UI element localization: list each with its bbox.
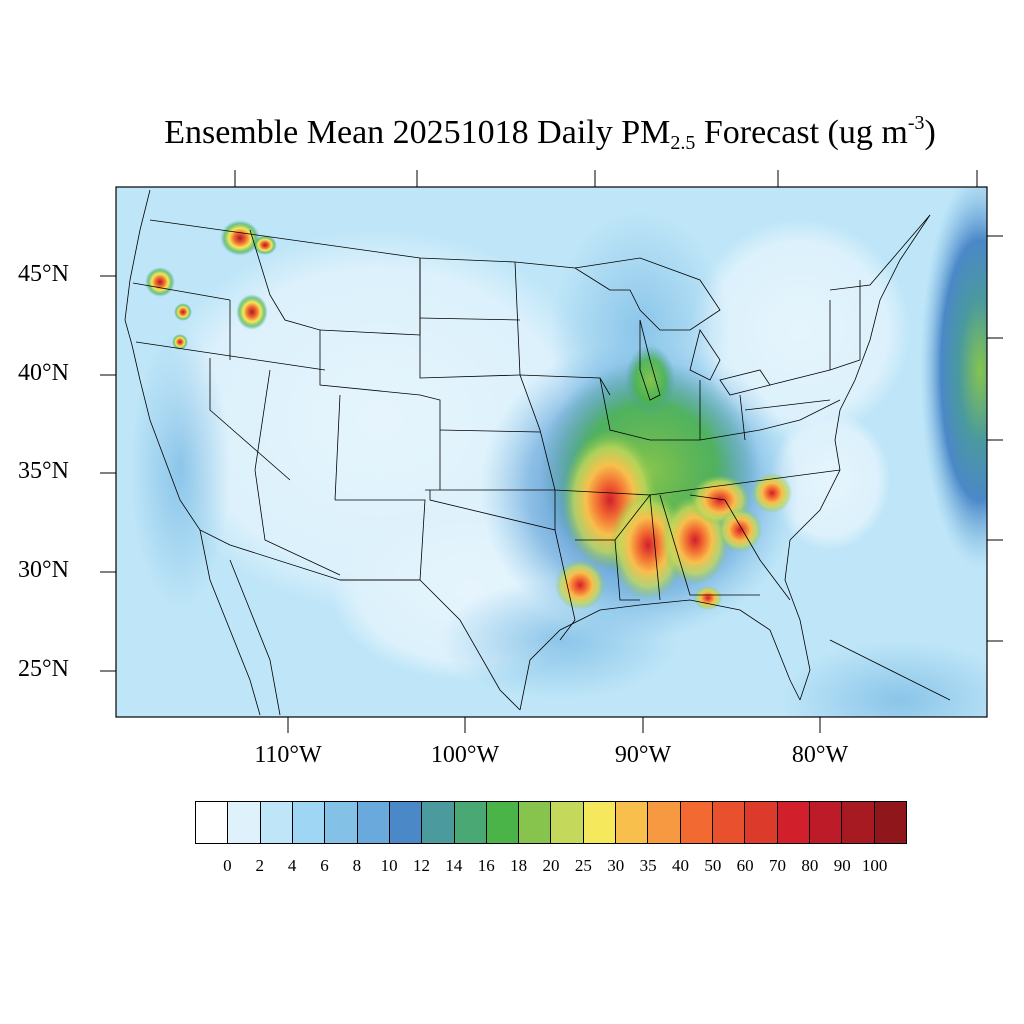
lat-label-35n: 35°N	[18, 458, 69, 484]
lon-label-80w: 80°W	[791, 742, 849, 768]
concentration-field	[116, 187, 987, 717]
colorbar-tick-label: 70	[769, 856, 787, 875]
lake-michigan	[639, 319, 661, 401]
title-subscript: 2.5	[670, 132, 696, 154]
colorbar-box	[616, 802, 649, 843]
colorbar-tick-label: 30	[607, 856, 625, 875]
lat-label-25n: 25°N	[18, 656, 69, 682]
colorbar-tick-label: 0	[223, 856, 232, 875]
atlantic-coastline	[784, 214, 931, 701]
colorbar-box	[842, 802, 875, 843]
colorbar-box	[389, 802, 423, 843]
colorbar-labels: 0 2 4 6 8 10 12 14 16 18 20 25 30 35 40 50 60 70 80 90 100	[195, 856, 907, 880]
colorbar-box	[196, 802, 229, 843]
colorbar-tick-label: 60	[736, 856, 754, 875]
colorbar-box	[680, 802, 713, 843]
title-superscript: -3	[907, 112, 925, 134]
colorbar-tick-label: 50	[704, 856, 722, 875]
colorbar-tick-label: 100	[861, 856, 888, 875]
colorbar-box	[648, 802, 681, 843]
colorbar-tick-label: 12	[413, 856, 431, 875]
colorbar-tick-label: 10	[380, 856, 398, 875]
colorbar-tick-label: 90	[833, 856, 851, 875]
title-middle: Forecast (ug m	[695, 114, 908, 151]
lat-label-45n: 45°N	[18, 261, 69, 287]
lon-label-110w: 110°W	[254, 742, 322, 768]
colorbar-tick-label: 35	[639, 856, 657, 875]
colorbar-box	[292, 802, 326, 843]
lake-huron	[689, 329, 721, 381]
colorbar-tick-label: 40	[671, 856, 689, 875]
lake-superior	[574, 257, 721, 331]
colorbar-tick-label: 25	[574, 856, 592, 875]
colorbar-tick-label: 8	[352, 856, 362, 875]
state-boundaries	[124, 189, 951, 716]
colorbar	[195, 801, 907, 844]
lon-label-90w: 90°W	[614, 742, 672, 768]
lat-label-30n: 30°N	[18, 557, 69, 583]
colorbar-box	[422, 802, 455, 843]
colorbar-tick-label: 4	[287, 856, 297, 875]
colorbar-box	[777, 802, 810, 843]
colorbar-box	[583, 802, 617, 843]
colorbar-tick-label: 20	[542, 856, 560, 875]
colorbar-tick-label: 18	[510, 856, 528, 875]
colorbar-box	[357, 802, 390, 843]
colorbar-box	[809, 802, 843, 843]
title-prefix: Ensemble Mean 20251018 Daily PM	[164, 114, 671, 151]
colorbar-box	[454, 802, 487, 843]
colorbar-tick-label: 14	[445, 856, 463, 875]
pacific-coastline	[124, 189, 231, 546]
map-frame	[115, 186, 988, 718]
gulf-coastline	[519, 599, 801, 711]
colorbar-box	[486, 802, 520, 843]
colorbar-box	[745, 802, 778, 843]
colorbar-box	[551, 802, 584, 843]
map-title: Ensemble Mean 20251018 Daily PM2.5 Forec…	[0, 112, 1024, 155]
lon-label-100w: 100°W	[430, 742, 500, 768]
colorbar-box	[260, 802, 293, 843]
colorbar-tick-label: 6	[320, 856, 329, 875]
colorbar-tick-label: 80	[801, 856, 819, 875]
mexico-border	[229, 544, 521, 711]
colorbar-box	[325, 802, 358, 843]
title-suffix: )	[924, 114, 936, 151]
colorbar-box	[874, 802, 906, 843]
colorbar-box	[519, 802, 552, 843]
colorbar-box	[713, 802, 746, 843]
lat-label-40n: 40°N	[18, 360, 69, 386]
colorbar-tick-label: 2	[255, 856, 264, 875]
colorbar-box	[228, 802, 261, 843]
tick-marks	[100, 170, 1003, 733]
cuba-coastline	[829, 639, 951, 701]
colorbar-tick-label: 16	[477, 856, 495, 875]
